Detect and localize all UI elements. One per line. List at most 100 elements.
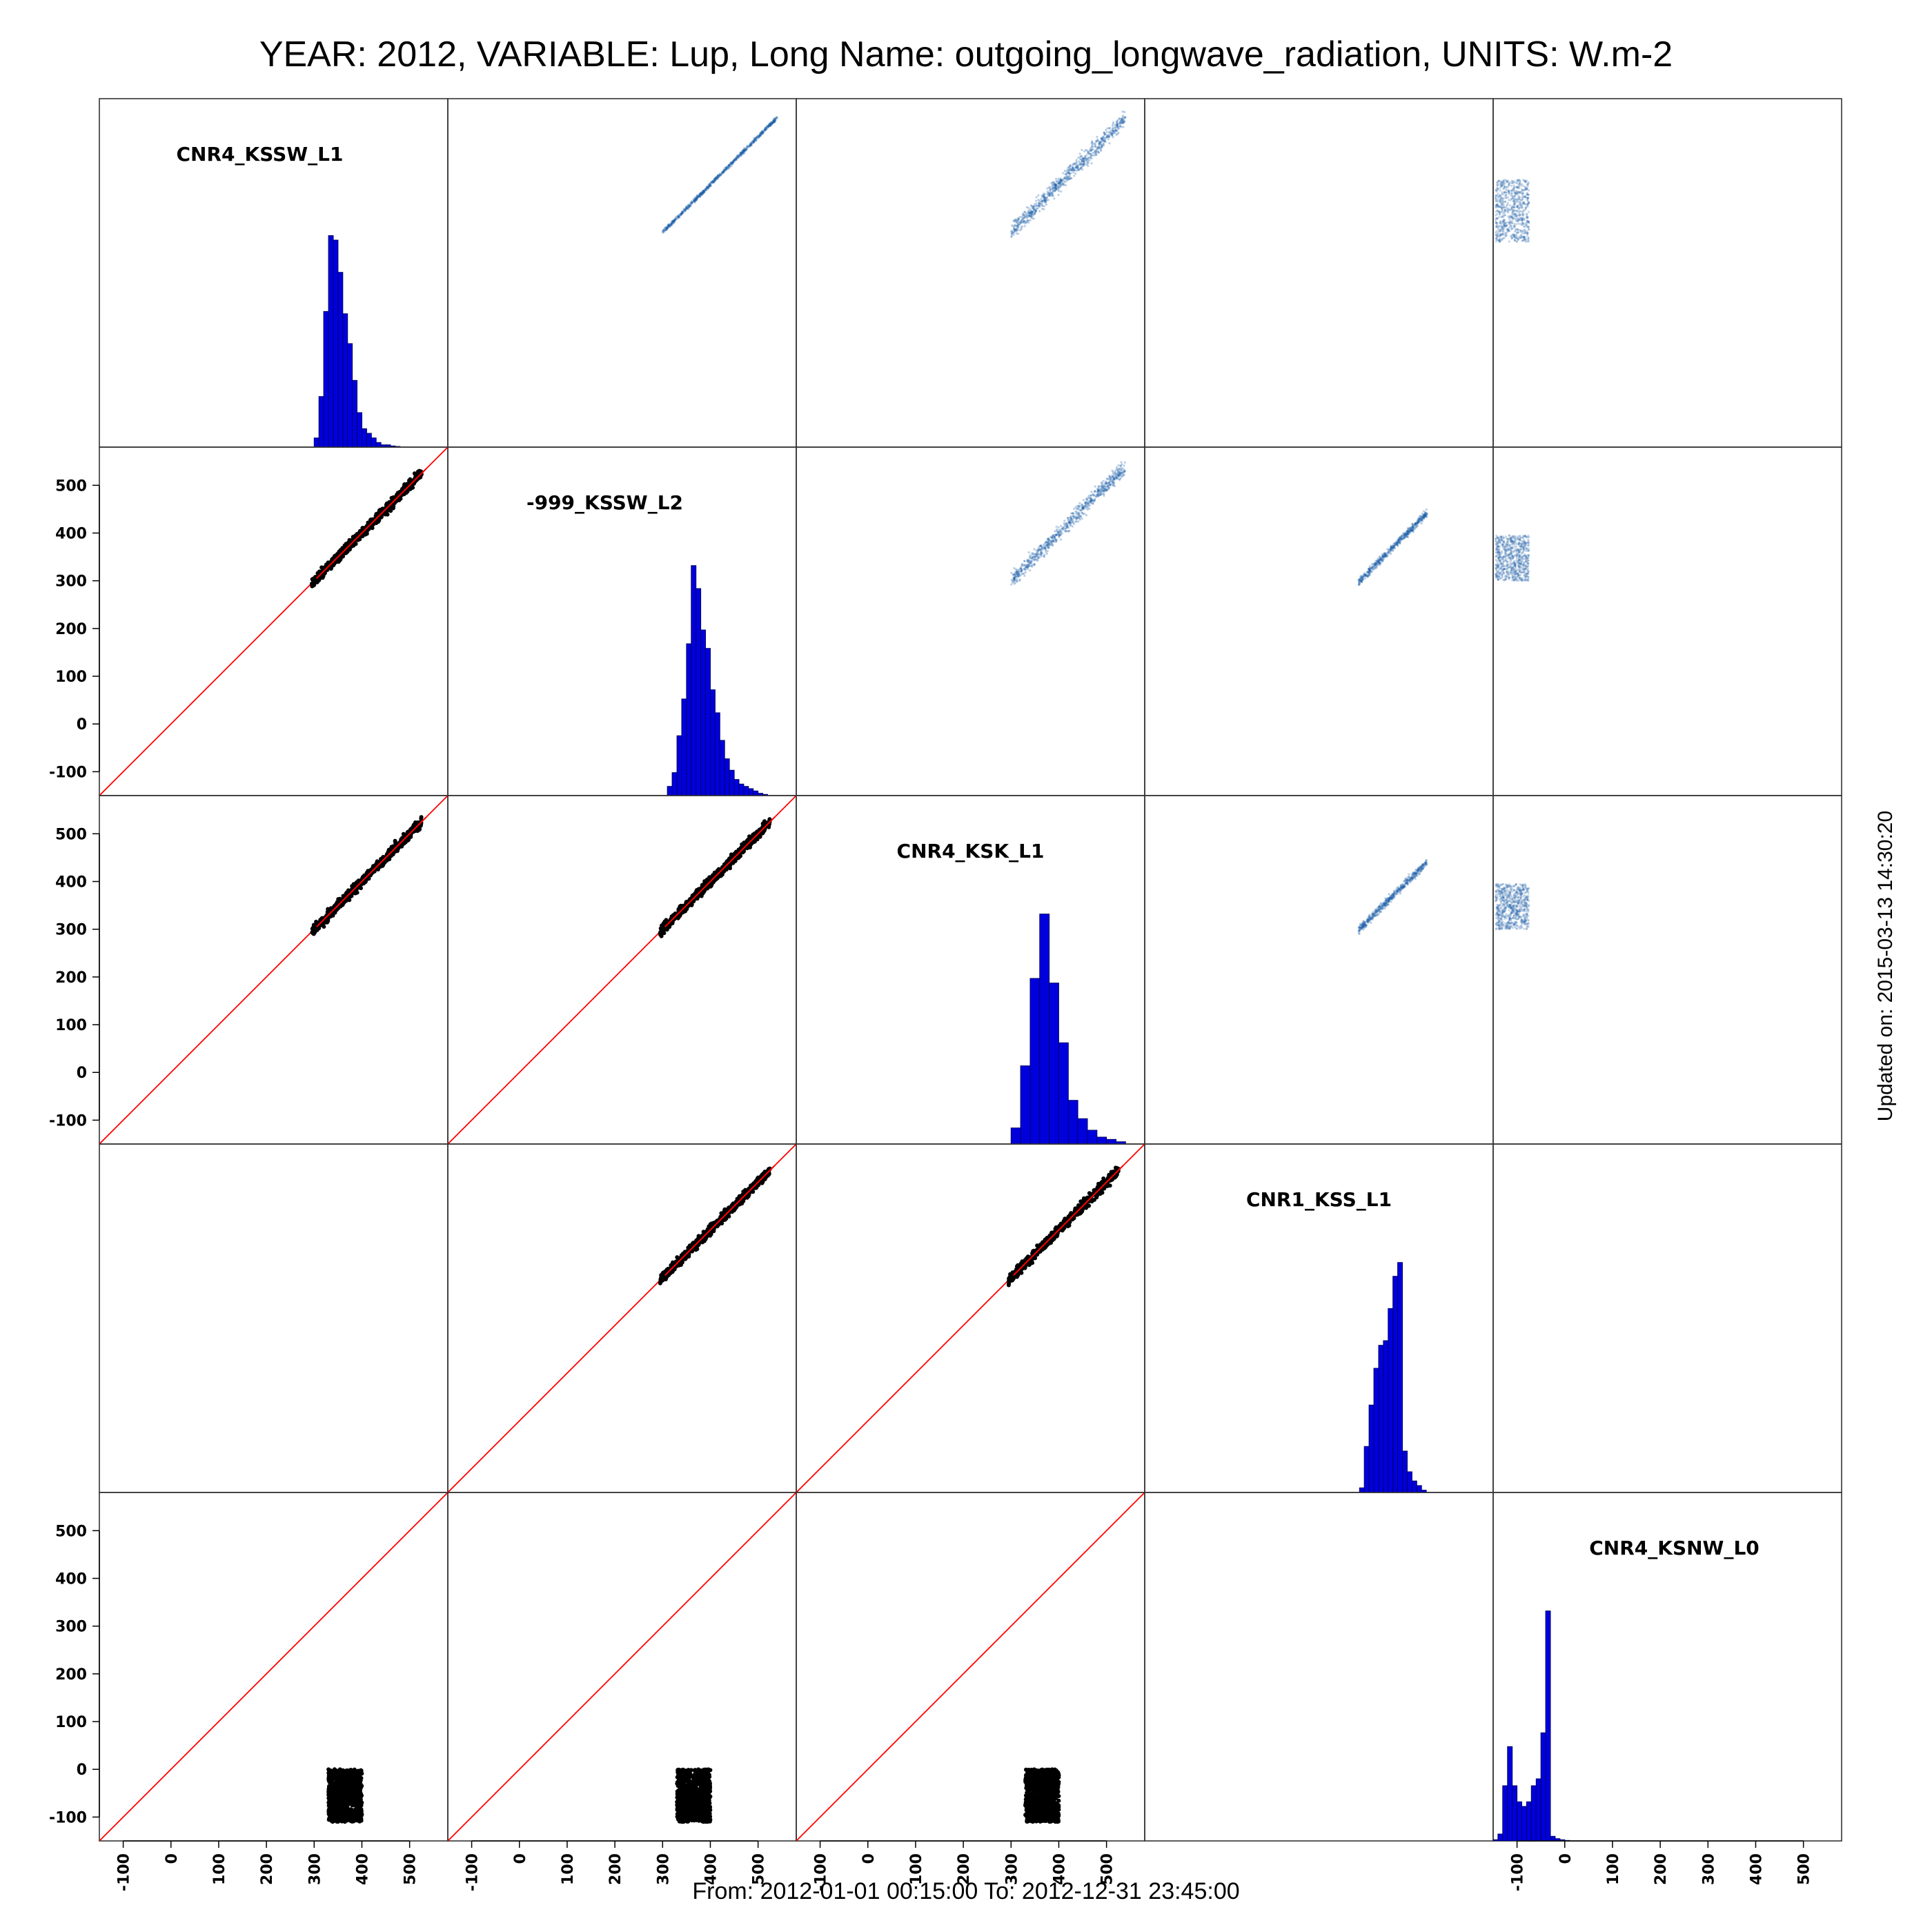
scatter-point bbox=[1367, 573, 1370, 575]
scatter-point bbox=[1050, 541, 1053, 544]
scatter-point bbox=[1080, 158, 1083, 161]
scatter-point bbox=[679, 213, 682, 217]
scatter-point bbox=[1518, 558, 1521, 561]
scatter-point bbox=[1516, 186, 1519, 188]
scatter-point bbox=[1514, 535, 1517, 538]
scatter-point bbox=[743, 147, 746, 150]
scatter-point bbox=[1518, 198, 1521, 201]
scatter-point bbox=[1519, 184, 1521, 186]
scatter-point bbox=[1527, 221, 1530, 224]
scatter-point bbox=[1526, 216, 1529, 219]
scatter-point bbox=[1501, 535, 1504, 538]
scatter-point bbox=[1081, 155, 1083, 158]
scatter-point bbox=[1084, 156, 1087, 159]
scatter-point bbox=[1054, 184, 1057, 187]
scatter-point bbox=[1508, 552, 1510, 555]
scatter-point bbox=[759, 132, 762, 135]
scatter-point bbox=[1089, 152, 1092, 155]
scatter-point bbox=[765, 127, 768, 130]
scatter-point bbox=[1507, 543, 1510, 546]
scatter-point bbox=[1399, 538, 1402, 540]
scatter-point bbox=[1527, 564, 1530, 567]
scatter-point bbox=[686, 206, 689, 209]
scatter-point bbox=[1518, 237, 1521, 239]
panel-content bbox=[1357, 508, 1428, 586]
scatter-point bbox=[1504, 575, 1507, 578]
scatter-point bbox=[1106, 489, 1110, 491]
scatter-point bbox=[1515, 562, 1519, 564]
scatter-point bbox=[694, 197, 697, 200]
scatter-point bbox=[1099, 141, 1102, 144]
scatter-point bbox=[767, 125, 771, 128]
scatter-point bbox=[1383, 555, 1386, 558]
scatter-point bbox=[1508, 217, 1510, 219]
scatter-point bbox=[1090, 154, 1092, 157]
scatter-point bbox=[1043, 195, 1045, 198]
scatter-point bbox=[662, 230, 664, 233]
scatter-point bbox=[728, 164, 731, 167]
scatter-point bbox=[1074, 166, 1078, 168]
scatter-point bbox=[700, 193, 704, 195]
scatter-point bbox=[1389, 549, 1392, 551]
scatter-point bbox=[686, 206, 689, 209]
scatter-point bbox=[1515, 549, 1519, 552]
scatter-point bbox=[695, 199, 698, 201]
scatter-point bbox=[1055, 185, 1058, 188]
scatter-point bbox=[1524, 558, 1527, 561]
scatter-point bbox=[1502, 228, 1505, 230]
scatter-point bbox=[1059, 533, 1062, 536]
scatter-point bbox=[1499, 194, 1501, 197]
scatter-point bbox=[1403, 534, 1406, 538]
scatter-point bbox=[1037, 547, 1040, 551]
scatter-point bbox=[1399, 540, 1401, 542]
scatter-point bbox=[1515, 541, 1517, 544]
scatter-point bbox=[1416, 524, 1419, 528]
scatter-point bbox=[1516, 553, 1519, 555]
scatter-point bbox=[1049, 188, 1052, 191]
scatter-point bbox=[1525, 542, 1528, 544]
scatter-point bbox=[1073, 175, 1076, 177]
scatter-point bbox=[1031, 557, 1034, 560]
scatter-point bbox=[1520, 204, 1523, 207]
panel-content bbox=[1009, 110, 1127, 238]
scatter-point bbox=[1414, 526, 1417, 529]
scatter-point bbox=[1038, 206, 1041, 208]
scatter-point bbox=[1381, 554, 1384, 557]
scatter-point bbox=[1515, 551, 1518, 555]
scatter-point bbox=[1055, 183, 1058, 186]
scatter-point bbox=[1080, 155, 1083, 157]
scatter-point bbox=[678, 216, 681, 219]
scatter-point bbox=[1093, 494, 1096, 497]
scatter-point bbox=[1402, 537, 1405, 540]
scatter-point bbox=[1059, 185, 1062, 188]
scatter-point bbox=[772, 120, 775, 123]
scatter-point bbox=[1527, 547, 1530, 550]
scatter-point bbox=[1496, 564, 1499, 566]
scatter-point bbox=[662, 229, 664, 232]
scatter-point bbox=[1016, 580, 1018, 583]
scatter-point bbox=[1021, 225, 1024, 228]
scatter-point bbox=[1505, 224, 1508, 227]
scatter-point bbox=[1528, 228, 1530, 231]
scatter-point bbox=[706, 186, 709, 188]
scatter-point bbox=[1119, 467, 1122, 470]
scatter-point bbox=[1087, 161, 1090, 164]
scatter-point bbox=[1506, 180, 1508, 183]
scatter-point bbox=[1513, 579, 1516, 582]
scatter-point bbox=[1368, 571, 1370, 574]
scatter-point bbox=[1515, 215, 1517, 218]
scatter-point bbox=[1510, 221, 1513, 224]
scatter-point bbox=[1108, 483, 1111, 486]
scatter-point bbox=[1096, 495, 1099, 497]
scatter-point bbox=[1495, 566, 1497, 569]
scatter-point bbox=[1076, 168, 1079, 170]
scatter-point bbox=[1403, 535, 1406, 538]
scatter-point bbox=[773, 121, 776, 124]
scatter-point bbox=[1025, 215, 1029, 218]
scatter-point bbox=[1068, 520, 1071, 522]
scatter-point bbox=[1390, 546, 1393, 549]
scatter-point bbox=[1034, 210, 1037, 213]
scatter-point bbox=[1121, 469, 1123, 472]
scatter-point bbox=[1525, 213, 1528, 215]
scatter-point bbox=[1495, 567, 1497, 570]
